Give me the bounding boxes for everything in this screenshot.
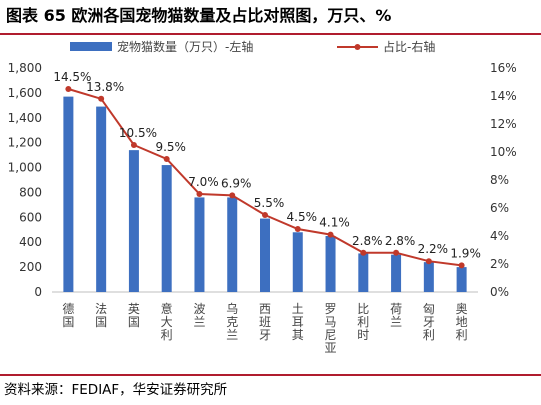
- bar-9: [325, 236, 336, 292]
- source-note: 资料来源：FEDIAF，华安证券研究所: [4, 382, 228, 398]
- right-axis-tick-label: 8%: [490, 173, 509, 187]
- data-label: 6.9%: [221, 176, 252, 190]
- left-axis-tick-label: 1,000: [8, 161, 42, 175]
- line-point-2: [98, 95, 105, 102]
- category-label: 英国: [128, 302, 140, 329]
- left-axis-tick-label: 200: [19, 260, 42, 274]
- line-point-5: [196, 191, 203, 197]
- category-label: 西班牙: [259, 302, 271, 342]
- bar-6: [227, 197, 238, 292]
- right-axis-tick-label: 10%: [490, 145, 517, 159]
- figure-title: 图表 65 欧洲各国宠物猫数量及占比对照图，万只、%: [6, 6, 392, 25]
- category-label: 罗马尼亚: [325, 302, 337, 355]
- line-point-13: [458, 262, 465, 269]
- bar-4: [161, 165, 172, 292]
- category-label: 土耳其: [292, 302, 304, 342]
- data-label: 13.8%: [86, 80, 124, 94]
- data-label: 5.5%: [254, 196, 285, 210]
- line-point-3: [130, 142, 137, 148]
- left-axis-tick-label: 800: [19, 185, 42, 199]
- right-axis-tick-label: 16%: [490, 61, 517, 75]
- line-point-8: [294, 226, 301, 232]
- bar-3: [128, 150, 139, 292]
- bar-8: [292, 232, 303, 292]
- legend-label-bar: 宠物猫数量（万只）-左轴: [117, 39, 253, 54]
- legend-swatch-bar: [70, 42, 112, 51]
- right-axis-tick-label: 2%: [490, 257, 509, 271]
- right-axis-tick-label: 12%: [490, 117, 517, 131]
- category-label: 荷兰: [390, 302, 402, 329]
- line-point-9: [327, 231, 334, 238]
- bar-1: [63, 96, 74, 292]
- line-point-1: [65, 86, 72, 92]
- legend-swatch-marker: [354, 44, 361, 50]
- data-label: 4.1%: [319, 216, 350, 230]
- left-axis-tick-label: 1,600: [8, 86, 42, 100]
- line-point-4: [163, 156, 170, 162]
- category-label: 比利时: [357, 302, 369, 342]
- line-point-6: [229, 192, 236, 199]
- category-label: 意大利: [161, 301, 173, 342]
- data-label: 4.5%: [287, 210, 318, 224]
- data-label: 2.2%: [418, 242, 449, 256]
- bar-13: [456, 267, 467, 292]
- data-label: 14.5%: [53, 70, 91, 84]
- line-point-12: [425, 258, 432, 265]
- data-label: 9.5%: [155, 140, 186, 154]
- data-label: 10.5%: [119, 126, 157, 140]
- category-label: 匈牙利: [423, 302, 435, 342]
- category-label: 法国: [95, 302, 107, 329]
- right-axis-tick-label: 0%: [490, 285, 509, 299]
- left-axis-tick-label: 1,200: [8, 136, 42, 150]
- bar-12: [423, 262, 434, 292]
- left-axis-tick-label: 400: [19, 235, 42, 249]
- category-label: 奥地利: [456, 302, 468, 342]
- legend-label-line: 占比-右轴: [383, 39, 435, 54]
- category-label: 德国: [62, 301, 74, 329]
- data-label: 7.0%: [188, 175, 219, 189]
- left-axis-tick-label: 1,800: [8, 61, 42, 75]
- right-axis-tick-label: 6%: [490, 201, 509, 215]
- left-axis-tick-label: 1,400: [8, 111, 42, 125]
- bar-7: [260, 218, 270, 292]
- right-axis-tick-label: 4%: [490, 229, 509, 243]
- right-axis-tick-label: 14%: [490, 89, 517, 103]
- bottom-rule: [0, 374, 541, 376]
- data-label: 2.8%: [385, 234, 416, 248]
- bar-10: [358, 253, 369, 292]
- top-rule: [0, 33, 541, 35]
- data-label: 2.8%: [352, 234, 383, 248]
- category-label: 乌克兰: [226, 301, 238, 342]
- category-label: 波兰: [193, 302, 205, 329]
- bar-2: [96, 106, 107, 292]
- left-axis-tick-label: 0: [34, 285, 42, 299]
- left-axis-tick-label: 600: [19, 210, 42, 224]
- bar-5: [194, 197, 205, 292]
- data-label: 1.9%: [450, 246, 481, 260]
- bar-11: [391, 254, 402, 292]
- line-point-11: [393, 249, 400, 256]
- line-point-10: [360, 249, 367, 256]
- line-point-7: [262, 212, 268, 218]
